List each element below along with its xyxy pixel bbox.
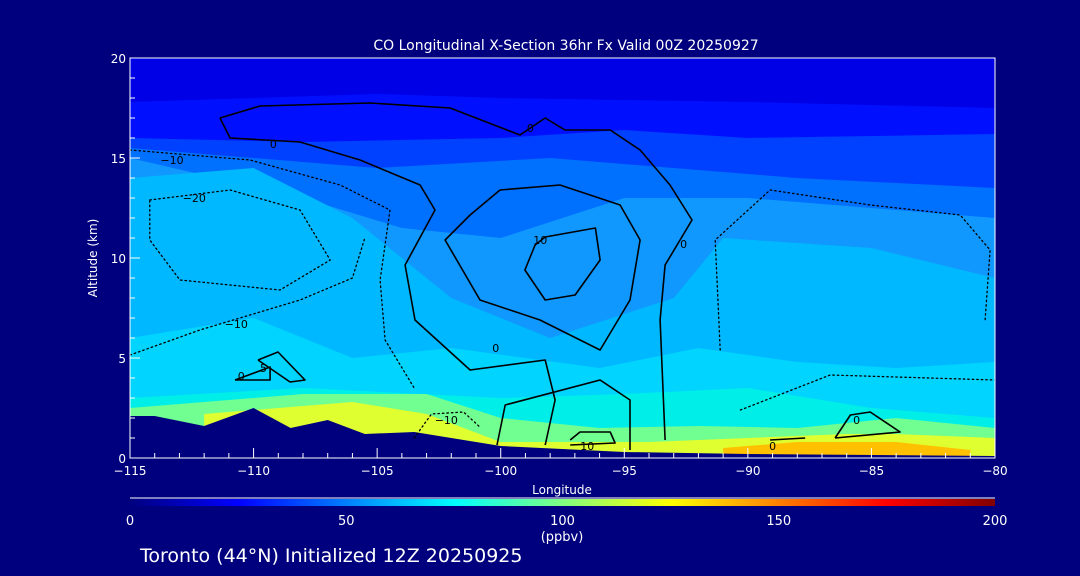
y-tick-label: 5: [118, 352, 126, 366]
y-tick-label: 20: [111, 52, 126, 66]
x-tick-label: −115: [114, 464, 147, 478]
chart-title: CO Longitudinal X-Section 36hr Fx Valid …: [373, 38, 758, 54]
y-axis-label: Altitude (km): [86, 219, 100, 298]
contour-label: −10: [160, 154, 183, 167]
contour-label: −10: [435, 414, 458, 427]
contour-labels: 0 0 −10 −20 10 0 −10 0 0 5 −10 10 0 0: [160, 122, 860, 453]
contour-label: 0: [492, 342, 499, 355]
contour-label: −20: [183, 192, 206, 205]
contour-line--10: [129, 149, 415, 389]
x-axis-label: Longitude: [532, 483, 592, 497]
x-tick-label: −95: [612, 464, 637, 478]
contour-line-0: [739, 374, 996, 411]
contour-label: 0: [238, 370, 245, 383]
contour-line-0: [219, 117, 556, 446]
contour-line-0: [257, 351, 306, 383]
contour-line-10: [524, 227, 601, 301]
colorbar-tick-label: 200: [983, 514, 1008, 529]
y-tick-label: 0: [118, 452, 126, 466]
x-tick-label: −100: [484, 464, 517, 478]
contour-label: 0: [769, 440, 776, 453]
x-tick-label: −80: [982, 464, 1007, 478]
colorbar-ticks: 0 50 100 150 200: [126, 514, 1008, 529]
y-tick-label: 15: [111, 152, 126, 166]
contour-label: −10: [225, 318, 248, 331]
y-tick-label: 10: [111, 252, 126, 266]
contour-line-0: [444, 184, 641, 351]
contour-line-0: [219, 102, 693, 441]
contour-line--10: [129, 237, 366, 356]
contour-line-10: [569, 431, 616, 446]
concentration-band-10: [723, 442, 971, 458]
contour-line-0: [496, 379, 631, 450]
x-tick-label: −90: [735, 464, 760, 478]
contour-label: 10: [533, 234, 547, 247]
x-tick-label: −110: [237, 464, 270, 478]
contour-line-0: [770, 437, 806, 441]
concentration-field: [130, 58, 996, 458]
colorbar-tick-label: 150: [766, 514, 791, 529]
contour-label: 0: [270, 138, 277, 151]
terrain: [130, 408, 995, 458]
contour-label: 0: [527, 122, 534, 135]
colorbar-tick-label: 0: [126, 514, 134, 529]
colorbar-tick-label: 100: [550, 514, 575, 529]
contour-label: 0: [853, 414, 860, 427]
contour-label: 10: [580, 440, 594, 453]
colorbar: [130, 499, 995, 506]
contour-line-0: [234, 366, 271, 381]
colorbar-tick-label: 50: [338, 514, 355, 529]
footer-caption: Toronto (44°N) Initialized 12Z 20250925: [139, 545, 523, 567]
x-tick-label: −105: [361, 464, 394, 478]
contour-label: 5: [260, 362, 267, 375]
colorbar-units: (ppbv): [541, 530, 584, 545]
anomaly-contours: [129, 102, 996, 450]
x-tick-label: −85: [859, 464, 884, 478]
contour-label: 0: [680, 238, 687, 251]
contour-line--10: [413, 411, 482, 439]
contour-line-0: [714, 189, 991, 351]
contour-line-0: [834, 411, 901, 439]
